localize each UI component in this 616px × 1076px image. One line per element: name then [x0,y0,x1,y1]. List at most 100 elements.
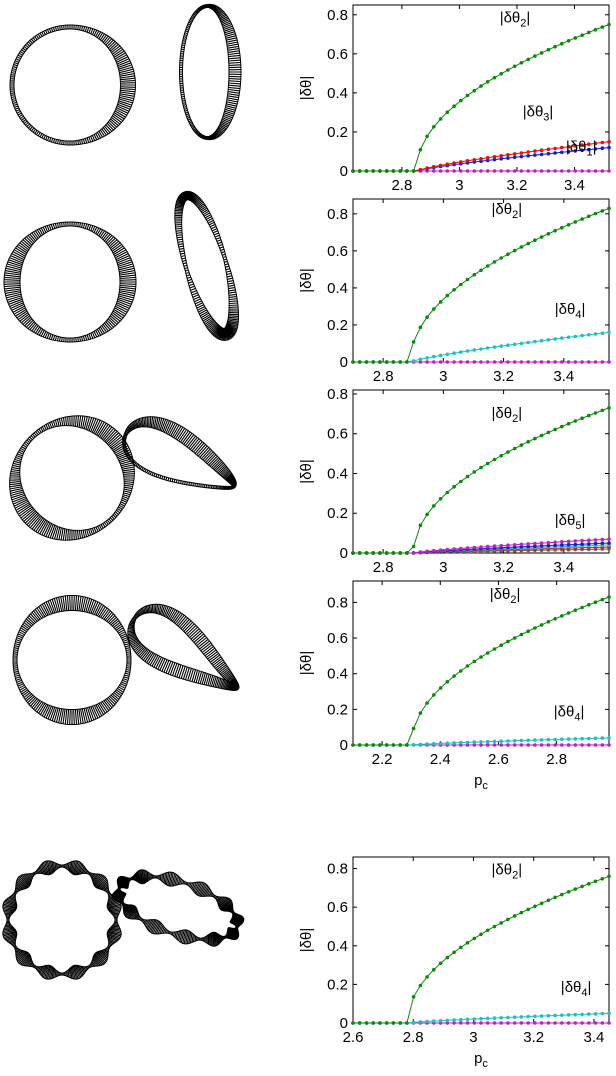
data-point [411,359,416,363]
data-point [593,541,598,546]
x-tick-label: 3.4 [553,368,574,385]
data-point [445,352,450,357]
data-point [553,169,557,173]
data-point [499,643,504,647]
data-point [593,147,598,151]
data-point [492,75,497,80]
data-point [553,1013,557,1018]
data-point [499,1016,504,1020]
data-point [465,546,470,550]
data-point [492,743,497,747]
data-point [499,344,504,348]
x-tick-label: 3 [439,559,447,576]
data-point [445,360,450,364]
data-point [459,669,463,673]
data-point [566,890,571,894]
data-point [566,335,571,340]
data-point [533,153,537,157]
data-point [533,626,537,630]
data-point [566,39,571,43]
data-point [479,743,483,747]
data-point [391,360,396,364]
data-point [512,543,517,547]
data-point [411,726,416,731]
data-point [411,551,416,555]
data-point [539,743,544,747]
data-point [593,332,598,336]
y-axis-label: |δθ| [298,928,315,953]
data-point [485,1021,490,1025]
data-point [512,155,517,160]
data-point [526,1014,530,1019]
data-point [472,936,477,941]
data-point [438,1018,443,1023]
x-tick-label: 2.6 [488,751,509,768]
data-point [533,360,537,364]
data-point [553,1021,557,1025]
data-point [526,440,530,444]
data-point [587,142,591,146]
data-point [553,737,557,742]
x-tick-label: 2.6 [343,1029,364,1046]
data-point [587,30,591,35]
data-point [519,1021,524,1025]
data-point [425,315,429,320]
data-point [479,347,483,351]
data-point [560,540,564,544]
data-point [445,547,450,552]
data-point [600,1021,605,1025]
data-point [445,110,450,114]
data-point [573,1021,578,1025]
data-point [452,484,456,489]
x-tick-label: 2.8 [403,1029,424,1046]
data-point [526,738,530,743]
data-point [593,879,598,884]
data-point [587,413,591,418]
data-point [472,360,477,364]
data-point [593,169,598,173]
data-point [580,605,584,610]
data-point [492,1016,497,1020]
data-point [371,743,376,747]
data-point [492,1021,497,1025]
chart-2: 0 0.2 0.4 0.6 0.8 2.8 3 3.2 3.4 |δθ| |δθ2| |δθ4| [298,198,611,385]
data-point [452,169,456,173]
data-point [485,651,490,655]
data-point [479,169,483,173]
data-point [546,47,551,52]
data-point [539,51,544,55]
data-point [526,544,530,549]
y-tick-label: 0.6 [327,243,348,260]
data-point [506,169,510,173]
data-point [546,430,551,435]
data-point [432,1019,436,1023]
bent-shape-3 [122,416,237,490]
data-point [445,490,450,495]
data-point [492,647,497,651]
data-point [539,1021,544,1025]
data-point [560,743,564,747]
data-point [519,154,524,159]
data-point [378,1021,382,1025]
series-annotation: |δθ2| [490,586,521,606]
data-point [452,104,456,108]
data-point [573,419,578,423]
data-point [526,169,530,173]
data-point [411,995,416,999]
data-point [459,479,463,484]
x-tick-label: 2.8 [391,177,412,194]
data-point [512,446,517,451]
y-tick-label: 0.2 [327,317,348,334]
data-point [607,537,611,541]
data-point [452,351,456,356]
y-tick-label: 0.8 [327,206,348,223]
data-point [553,543,557,548]
wavy-ring-shape [2,860,122,980]
data-point [472,88,477,93]
y-tick-label: 0.6 [327,426,348,443]
data-point [465,159,470,163]
data-point [411,544,416,549]
data-point [512,739,517,743]
data-point [357,551,362,555]
